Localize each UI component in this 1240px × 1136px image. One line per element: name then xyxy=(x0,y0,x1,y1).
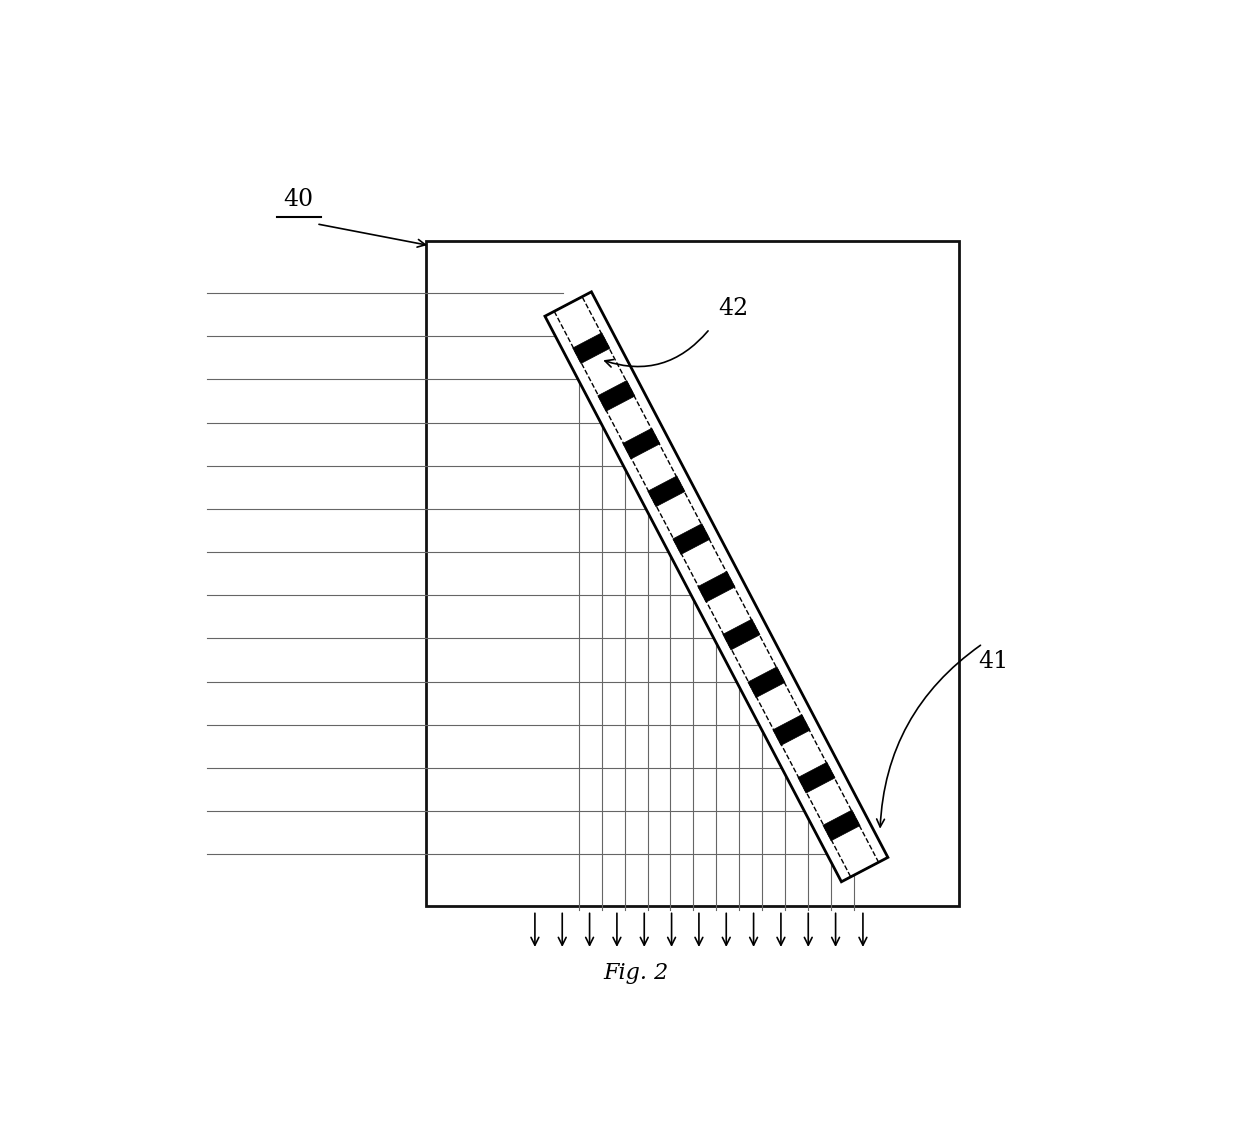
Polygon shape xyxy=(573,333,610,364)
Polygon shape xyxy=(773,715,810,745)
Polygon shape xyxy=(673,524,711,554)
Polygon shape xyxy=(622,428,660,459)
Text: 42: 42 xyxy=(719,296,749,320)
Polygon shape xyxy=(797,762,835,793)
Text: 40: 40 xyxy=(284,187,314,210)
Polygon shape xyxy=(723,619,760,650)
Text: 41: 41 xyxy=(978,650,1008,673)
Polygon shape xyxy=(823,810,861,841)
Bar xyxy=(425,241,960,907)
Text: Fig. 2: Fig. 2 xyxy=(603,961,668,984)
Polygon shape xyxy=(544,292,888,882)
Polygon shape xyxy=(598,381,635,411)
Polygon shape xyxy=(647,476,684,507)
Polygon shape xyxy=(748,667,785,698)
Polygon shape xyxy=(698,571,735,602)
